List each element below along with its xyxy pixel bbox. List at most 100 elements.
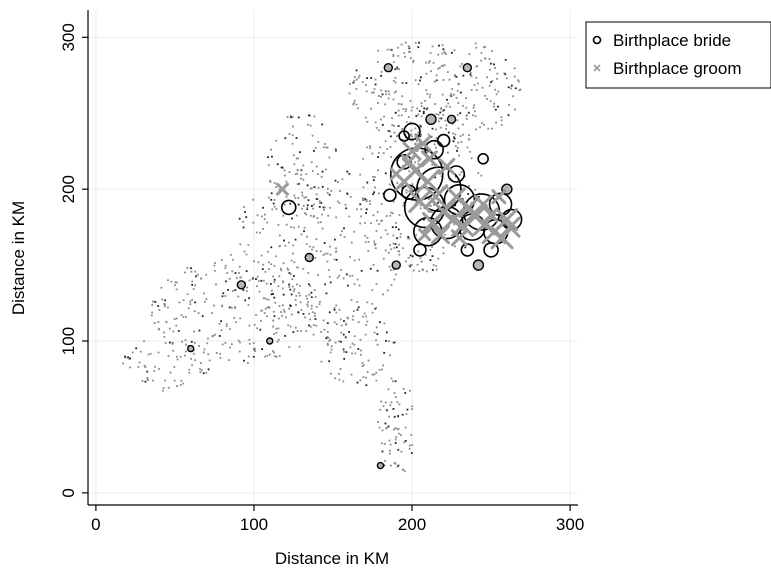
background-point — [124, 356, 127, 359]
background-point — [320, 202, 323, 204]
background-point — [398, 243, 400, 246]
background-point — [401, 186, 404, 189]
background-point — [157, 305, 160, 307]
background-point — [344, 336, 347, 339]
background-point — [333, 307, 336, 309]
background-point — [382, 152, 385, 155]
background-point — [493, 63, 495, 66]
background-point — [366, 77, 368, 80]
background-point — [239, 243, 242, 246]
background-point — [192, 288, 195, 290]
background-point — [443, 64, 446, 67]
background-point — [272, 275, 275, 278]
background-point — [285, 180, 288, 183]
background-point — [200, 277, 202, 280]
bride-point — [462, 62, 473, 73]
background-point — [172, 349, 175, 352]
background-point — [138, 361, 141, 364]
background-point — [360, 269, 363, 272]
background-point — [312, 215, 315, 218]
background-point — [306, 235, 308, 238]
background-point — [342, 380, 345, 383]
background-point — [349, 196, 352, 198]
background-point — [273, 265, 276, 267]
background-point — [433, 80, 436, 83]
background-point — [443, 50, 446, 53]
background-point — [262, 279, 265, 282]
background-point — [243, 206, 245, 208]
background-point — [382, 364, 385, 367]
background-point — [481, 122, 483, 125]
background-point — [400, 434, 402, 436]
background-point — [374, 78, 377, 81]
background-point — [385, 331, 388, 334]
background-point — [238, 350, 241, 353]
background-point — [182, 316, 185, 318]
background-point — [336, 200, 339, 203]
background-point — [233, 317, 236, 319]
background-point — [459, 65, 462, 68]
background-point — [401, 95, 404, 98]
background-point — [455, 96, 458, 99]
background-point — [495, 93, 498, 96]
background-point — [402, 184, 404, 187]
background-point — [224, 295, 227, 297]
background-point — [390, 377, 393, 380]
background-point — [473, 110, 476, 113]
background-point — [359, 353, 362, 356]
background-point — [350, 241, 353, 244]
background-point — [273, 278, 276, 281]
background-point — [407, 116, 410, 118]
background-point — [380, 95, 382, 98]
background-point — [365, 208, 368, 211]
background-point — [139, 350, 142, 353]
bride-point — [391, 260, 401, 270]
background-point — [305, 173, 308, 176]
background-point — [365, 384, 368, 387]
background-point — [429, 248, 432, 251]
background-point — [444, 119, 447, 122]
background-point — [372, 263, 375, 266]
background-point — [372, 175, 374, 178]
background-point — [293, 226, 295, 229]
background-point — [261, 348, 263, 351]
background-point — [300, 309, 303, 311]
background-point — [380, 70, 383, 73]
background-point — [192, 352, 195, 355]
background-point — [452, 140, 455, 143]
background-point — [416, 140, 418, 142]
background-point — [398, 68, 400, 71]
background-point — [395, 226, 397, 229]
background-point — [364, 234, 367, 237]
background-point — [313, 289, 316, 291]
background-point — [486, 76, 489, 79]
background-point — [484, 46, 487, 48]
background-point — [247, 355, 250, 358]
background-point — [141, 380, 144, 382]
background-point — [441, 110, 444, 112]
background-point — [315, 324, 318, 327]
background-point — [203, 292, 206, 295]
background-point — [235, 276, 238, 279]
background-point — [353, 76, 356, 78]
background-point — [434, 103, 437, 105]
background-point — [281, 314, 284, 317]
background-point — [323, 209, 325, 211]
background-point — [442, 48, 445, 51]
background-point — [389, 214, 392, 217]
background-point — [234, 289, 237, 291]
background-point — [291, 278, 294, 281]
groom-point — [446, 187, 466, 207]
background-point — [396, 66, 399, 69]
background-point — [285, 223, 288, 226]
background-point — [215, 352, 218, 354]
background-point — [397, 54, 400, 57]
background-point — [239, 317, 242, 320]
background-point — [411, 408, 413, 410]
background-point — [462, 104, 464, 107]
background-point — [377, 49, 380, 52]
background-points — [122, 41, 522, 473]
background-point — [414, 133, 417, 136]
background-point — [357, 348, 360, 350]
background-point — [176, 358, 179, 361]
